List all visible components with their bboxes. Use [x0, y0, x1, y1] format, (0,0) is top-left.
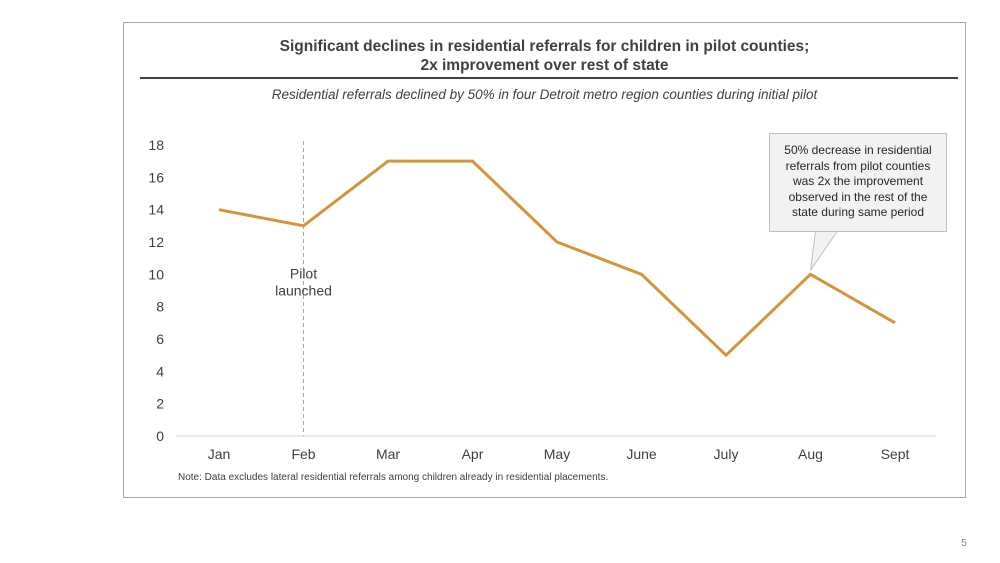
- series-line: [218, 159, 896, 358]
- chart-title-line1: Significant declines in residential refe…: [279, 38, 810, 55]
- y-tick-label: 14: [148, 202, 164, 218]
- y-tick-label: 10: [148, 266, 164, 282]
- y-tick-label: 16: [148, 169, 164, 185]
- footnote: Note: Data excludes lateral residential …: [178, 472, 609, 483]
- pilot-label-line1: Pilot: [290, 265, 317, 281]
- title-divider: [140, 77, 958, 79]
- x-tick-label: Sept: [881, 446, 910, 462]
- y-tick-label: 18: [148, 137, 164, 153]
- x-tick-label: June: [626, 446, 657, 462]
- y-tick-label: 6: [156, 331, 164, 347]
- x-tick-label: May: [544, 446, 570, 462]
- callout-box: 50% decrease in residential referrals fr…: [769, 133, 947, 232]
- chart-title-line2: 2x improvement over rest of state: [420, 57, 669, 74]
- x-tick-label: Mar: [376, 446, 400, 462]
- chart-frame: Significant declines in residential refe…: [123, 22, 966, 498]
- y-tick-label: 4: [156, 363, 164, 379]
- x-tick-label: Aug: [798, 446, 823, 462]
- line-chart: 0 2 4 6 8 10 12 14 16 18 Jan Feb Mar Apr May June July Au…: [148, 137, 936, 462]
- pilot-label-line2: launched: [275, 282, 332, 298]
- chart-title: Significant declines in residential refe…: [124, 37, 965, 75]
- y-tick-label: 2: [156, 396, 164, 412]
- y-tick-label: 12: [148, 234, 164, 250]
- chart-subtitle: Residential referrals declined by 50% in…: [271, 87, 818, 102]
- x-tick-label: Feb: [291, 446, 315, 462]
- x-tick-label: Apr: [462, 446, 484, 462]
- x-tick-label: July: [714, 446, 739, 462]
- page-number: 5: [961, 537, 967, 549]
- x-tick-label: Jan: [208, 446, 231, 462]
- y-tick-label: 0: [156, 428, 164, 444]
- callout-pointer: [810, 230, 839, 271]
- y-tick-label: 8: [156, 299, 164, 315]
